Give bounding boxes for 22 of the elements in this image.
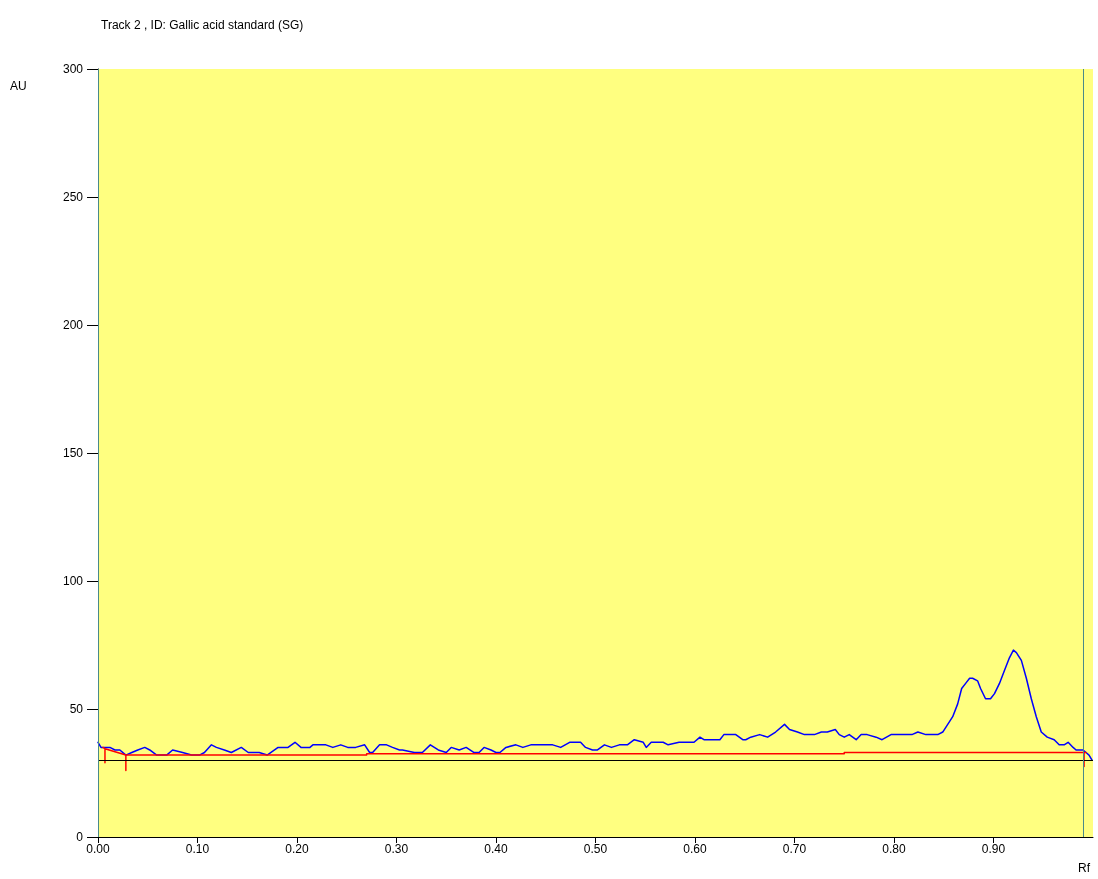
y-tick-label: 0 (76, 830, 84, 844)
x-tick-label: 0.10 (185, 842, 210, 856)
x-tick-label: 0.00 (86, 842, 110, 856)
y-tick-label: 100 (62, 574, 84, 588)
chart-title: Track 2 , ID: Gallic acid standard (SG) (101, 18, 304, 32)
y-tick-label: 50 (69, 702, 84, 716)
x-axis-title: Rf (1078, 861, 1091, 875)
x-tick-label: 0.60 (683, 842, 707, 856)
y-tick-label: 300 (62, 62, 84, 76)
x-tick-label: 0.80 (882, 842, 906, 856)
x-tick-label: 0.70 (782, 842, 807, 856)
y-tick-label: 150 (62, 446, 84, 460)
y-tick-label: 200 (62, 318, 84, 332)
y-tick-label: 250 (62, 190, 84, 204)
x-tick-label: 0.90 (981, 842, 1006, 856)
x-tick-label: 0.40 (484, 842, 508, 856)
x-tick-label: 0.30 (384, 842, 409, 856)
x-tick-label: 0.50 (583, 842, 608, 856)
line-series (102, 746, 1087, 772)
y-axis-title: AU (10, 79, 27, 93)
line-series (97, 649, 1093, 761)
x-tick-label: 0.20 (285, 842, 309, 856)
